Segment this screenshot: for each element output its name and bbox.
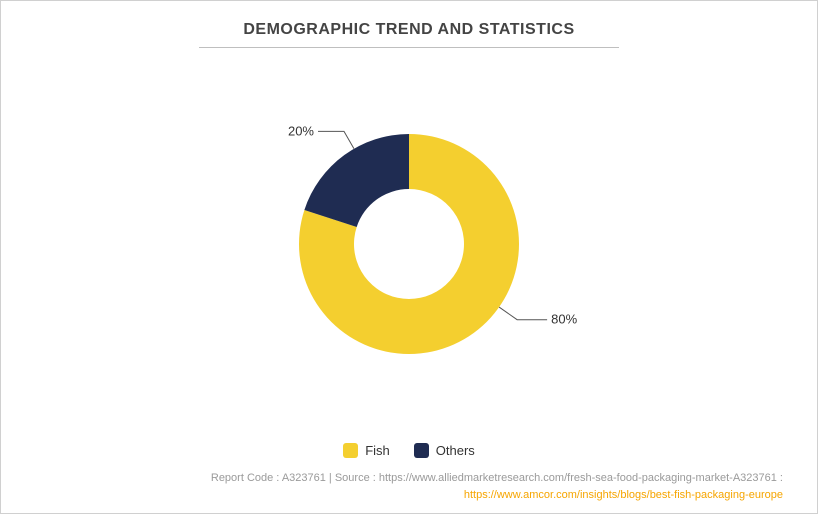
leader-others: [318, 131, 354, 148]
footer-line-1: Report Code : A323761 | Source : https:/…: [31, 470, 783, 487]
footer-link[interactable]: https://www.amcor.com/insights/blogs/bes…: [31, 487, 783, 504]
footer-source-prefix: | Source :: [326, 472, 379, 484]
footer-source-text: https://www.alliedmarketresearch.com/fre…: [379, 472, 777, 484]
chart-title: DEMOGRAPHIC TREND AND STATISTICS: [31, 21, 787, 47]
footer-line1-suffix: :: [777, 472, 783, 484]
chart-area: 80% 20%: [31, 48, 787, 439]
footer: Report Code : A323761 | Source : https:/…: [31, 470, 787, 503]
slice-others: [304, 134, 409, 227]
legend-label-others: Others: [436, 443, 475, 458]
legend-swatch-fish: [343, 443, 358, 458]
legend-swatch-others: [414, 443, 429, 458]
donut-chart: 80% 20%: [189, 84, 629, 404]
legend-item-others: Others: [414, 443, 475, 458]
leader-fish: [499, 307, 547, 320]
legend: Fish Others: [31, 443, 787, 458]
legend-item-fish: Fish: [343, 443, 390, 458]
slice-label-fish: 80%: [551, 311, 577, 326]
slice-label-others: 20%: [288, 123, 314, 138]
footer-report-code: A323761: [282, 472, 326, 484]
footer-report-prefix: Report Code :: [211, 472, 282, 484]
legend-label-fish: Fish: [365, 443, 390, 458]
